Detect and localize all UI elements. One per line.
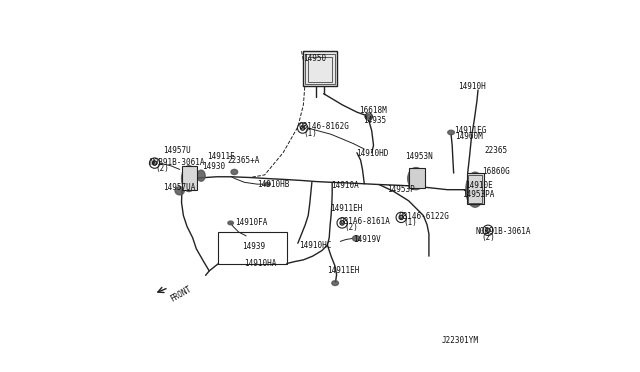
Ellipse shape: [175, 187, 184, 195]
Bar: [308, 57, 332, 82]
Text: 14939: 14939: [243, 243, 266, 251]
Circle shape: [152, 161, 157, 165]
Ellipse shape: [265, 182, 270, 186]
Text: 14910A: 14910A: [331, 182, 359, 190]
Text: 14950: 14950: [303, 54, 326, 63]
Text: J22301YM: J22301YM: [442, 336, 479, 345]
Circle shape: [340, 221, 344, 225]
Text: 14911EG: 14911EG: [454, 126, 486, 135]
Ellipse shape: [365, 114, 372, 119]
Text: 16618M: 16618M: [359, 106, 387, 115]
Text: FRONT: FRONT: [168, 285, 193, 304]
Bar: [182, 166, 196, 190]
Text: 14953PA: 14953PA: [463, 190, 495, 199]
Ellipse shape: [182, 166, 196, 192]
Ellipse shape: [231, 169, 237, 174]
Text: 14910E: 14910E: [465, 182, 493, 190]
Bar: [468, 175, 483, 203]
Text: 22365: 22365: [484, 147, 508, 155]
Text: 14910HA: 14910HA: [244, 259, 276, 268]
Ellipse shape: [197, 170, 205, 181]
Circle shape: [300, 126, 305, 130]
Ellipse shape: [353, 235, 360, 241]
Circle shape: [399, 215, 403, 219]
Text: 081A6-8161A: 081A6-8161A: [340, 217, 391, 225]
Text: 14957UA: 14957UA: [163, 183, 195, 192]
Text: N0B91B-3061A: N0B91B-3061A: [475, 227, 531, 235]
Text: 14957U: 14957U: [163, 147, 191, 155]
Text: 14953P: 14953P: [387, 185, 415, 194]
Bar: [218, 232, 287, 263]
Text: 08146-8162G: 08146-8162G: [299, 122, 349, 131]
Text: 14935: 14935: [363, 116, 387, 125]
Circle shape: [486, 228, 490, 232]
Bar: [408, 167, 425, 188]
Text: 22365+A: 22365+A: [227, 155, 259, 165]
Ellipse shape: [332, 281, 339, 285]
Text: 14953N: 14953N: [405, 152, 433, 161]
Text: (2): (2): [482, 233, 495, 242]
Text: 16860G: 16860G: [483, 167, 510, 176]
Text: 14911E: 14911E: [207, 152, 235, 161]
Text: (1): (1): [303, 129, 317, 138]
Ellipse shape: [228, 221, 234, 225]
Text: 08146-6122G: 08146-6122G: [398, 212, 449, 221]
Text: 14910HB: 14910HB: [257, 180, 290, 189]
Text: 14910HD: 14910HD: [356, 150, 388, 158]
Text: 14930: 14930: [202, 162, 225, 171]
Bar: [467, 173, 484, 205]
Ellipse shape: [408, 167, 424, 190]
Text: 14960M: 14960M: [455, 132, 483, 141]
Text: 14910H: 14910H: [458, 82, 486, 91]
Text: (2): (2): [345, 223, 358, 232]
Text: 14910HC: 14910HC: [300, 241, 332, 250]
Text: (2): (2): [156, 164, 170, 173]
Text: 14911EH: 14911EH: [328, 266, 360, 275]
Text: N0B91B-3061A: N0B91B-3061A: [149, 157, 205, 167]
Ellipse shape: [448, 130, 454, 135]
Text: 14911EH: 14911EH: [330, 203, 362, 213]
Bar: [305, 54, 335, 84]
Text: (1): (1): [403, 218, 417, 227]
Bar: [303, 51, 337, 86]
Text: 14910FA: 14910FA: [235, 218, 268, 227]
Ellipse shape: [466, 172, 484, 207]
Text: 14919V: 14919V: [353, 235, 381, 244]
